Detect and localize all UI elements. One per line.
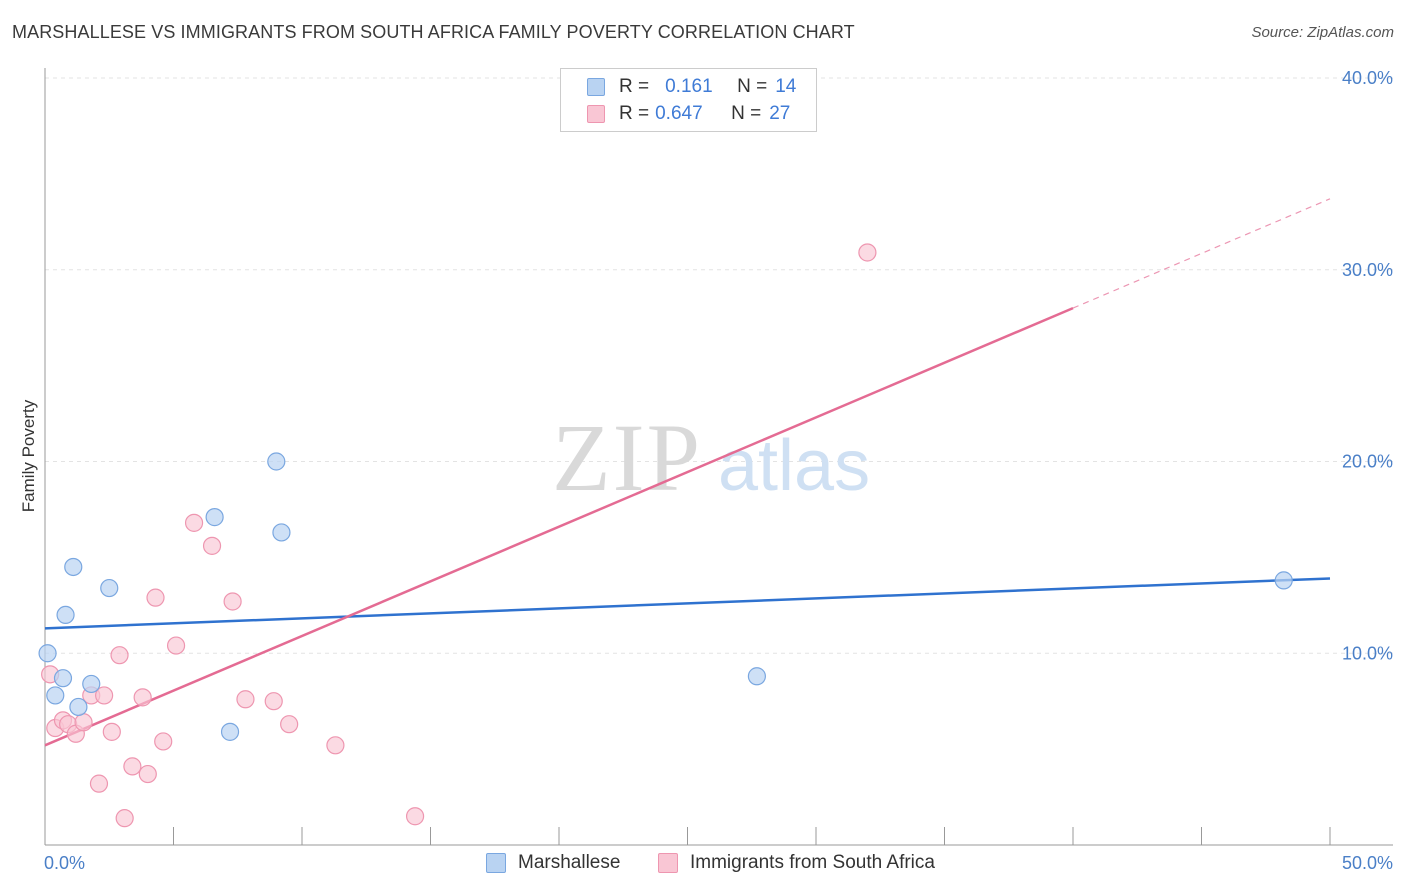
south-africa-point [223,592,242,611]
legend-item-marshallese: Marshallese [486,852,620,874]
south-africa-swatch [658,853,678,873]
x-tick-label: 50.0% [1342,853,1393,873]
source-label: Source: ZipAtlas.com [1251,24,1394,41]
watermark-atlas: atlas [718,426,870,506]
grid-lines [45,77,1393,654]
marshallese-swatch [587,78,605,96]
legend-label: Marshallese [518,852,621,873]
legend-row-south-africa: R = 0.647 N = 27 [587,102,790,126]
south-africa-point [264,692,283,711]
south-africa-point [202,536,222,555]
y-tick-label: 30.0% [1342,260,1393,280]
r-value: 0.647 [655,103,703,124]
marshallese-swatch [486,853,506,873]
r-label: R = [619,103,650,124]
legend-label: Immigrants from South Africa [690,852,935,873]
south-africa-point [138,764,157,784]
marshallese-point [267,452,286,471]
r-label: R = [619,76,650,97]
marshallese-point [100,578,119,598]
south-africa-point [858,243,877,262]
marshallese-point [69,697,88,717]
south-africa-point [95,686,114,705]
y-tick-labels: 10.0% 20.0% 30.0% 40.0% [1342,68,1393,663]
south-africa-point [133,688,152,707]
y-tick-label: 10.0% [1342,643,1393,663]
south-africa-point [115,809,134,828]
south-africa-point [166,636,186,655]
south-africa-point [236,690,255,709]
south-africa-point [123,757,142,776]
south-africa-point [74,713,93,732]
data-points [38,243,1293,828]
south-africa-point [89,774,109,793]
marshallese-point [1274,571,1293,590]
watermark: ZIP atlas [552,404,870,511]
south-africa-point [184,513,204,532]
south-africa-swatch [587,105,605,123]
marshallese-point [53,669,73,688]
correlation-legend: R = 0.161 N = 14 R = 0.647 N = 27 [560,68,817,132]
south-africa-point [326,736,345,755]
marshallese-point [64,557,83,577]
marshallese-point [82,674,101,694]
south-africa-point [102,722,121,741]
legend-item-south-africa: Immigrants from South Africa [658,852,935,874]
n-label: N = [737,76,768,97]
south-africa-point [110,646,129,665]
x-tick-label: 0.0% [44,853,85,873]
y-tick-label: 40.0% [1342,68,1393,88]
marshallese-trend-line [44,577,1331,630]
n-label: N = [731,103,762,124]
south-africa-point [154,732,173,751]
y-tick-label: 20.0% [1342,452,1393,472]
trend-lines [44,198,1331,747]
watermark-zip: ZIP [552,404,702,511]
south-africa-point [146,588,165,607]
marshallese-point [272,523,291,542]
marshallese-point [46,686,65,705]
marshallese-point [747,667,766,686]
x-tick-labels: 0.0% 50.0% [44,853,1393,873]
chart-title: MARSHALLESE VS IMMIGRANTS FROM SOUTH AFR… [12,22,855,42]
n-value: 14 [775,76,797,97]
marshallese-point [38,644,57,663]
marshallese-point [205,508,224,527]
south-africa-point [280,715,299,734]
south-africa-trend-extension [1072,198,1331,309]
south-africa-point [405,807,425,826]
y-axis-title: Family Poverty [19,399,38,512]
marshallese-point [220,722,240,741]
marshallese-point [56,605,75,625]
r-value: 0.161 [665,76,713,97]
n-value: 27 [769,103,791,124]
axes [44,68,1393,846]
legend-row-marshallese: R = 0.161 N = 14 [587,75,796,99]
south-africa-trend-line [44,306,1074,747]
